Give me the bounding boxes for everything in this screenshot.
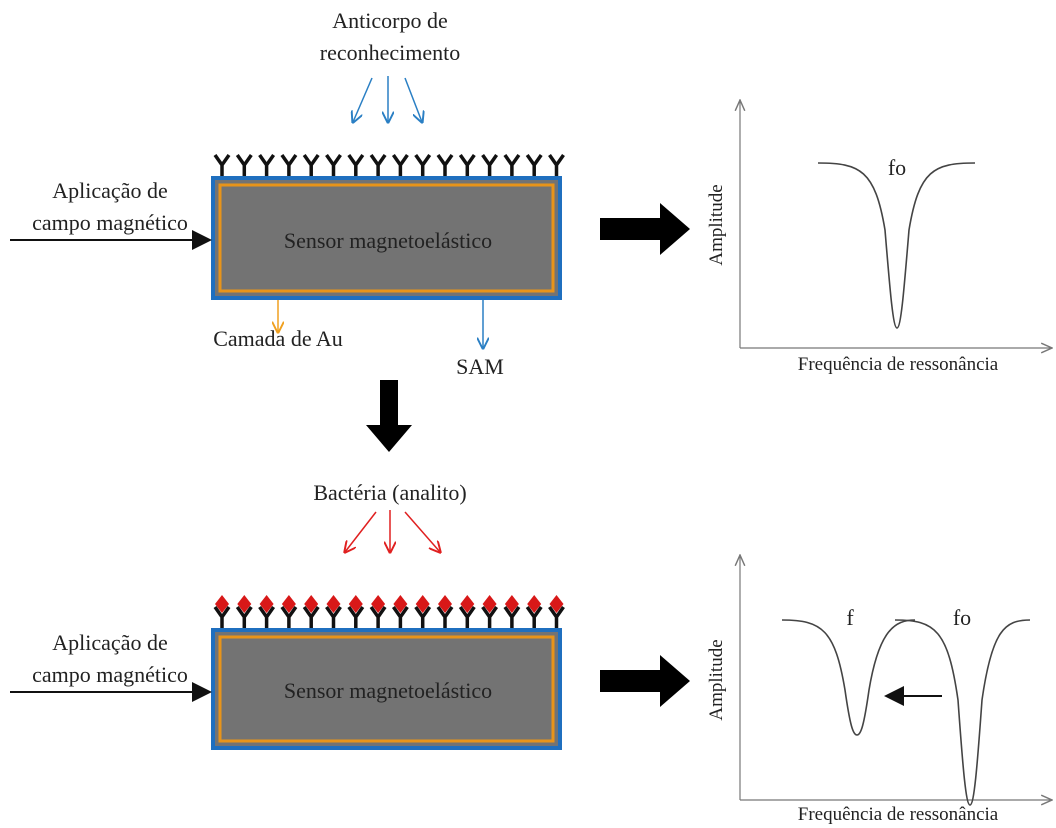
bacterium	[438, 595, 452, 613]
antibody	[235, 153, 253, 177]
antibody	[458, 605, 476, 629]
y-axis-label: Amplitude	[706, 639, 727, 720]
bacterium	[393, 595, 408, 613]
gold-label: Camada de Au	[213, 326, 343, 351]
antibody	[481, 605, 499, 629]
antibody	[503, 605, 521, 629]
antibody	[280, 153, 298, 177]
field-label: Aplicação de	[52, 630, 167, 655]
x-axis-label: Frequência de ressonância	[798, 354, 999, 375]
antibody	[481, 153, 499, 177]
sensor	[211, 628, 562, 750]
field-label: Aplicação de	[52, 178, 167, 203]
field-label: campo magnético	[32, 662, 188, 687]
shifted-curve	[781, 619, 916, 736]
analyte-label: Bactéria (analito)	[313, 480, 466, 505]
gold-layer	[218, 635, 555, 743]
antibody	[235, 605, 253, 629]
antibody	[347, 153, 365, 177]
antibody	[525, 153, 543, 177]
down-arrow	[366, 380, 412, 452]
antibody	[436, 605, 454, 629]
antibody	[391, 605, 409, 629]
y-axis-label: Amplitude	[706, 184, 727, 265]
antibody	[258, 605, 276, 629]
antibody	[325, 605, 342, 629]
peak-label: fo	[888, 155, 906, 180]
antibody	[548, 153, 565, 177]
bacterium	[281, 595, 296, 613]
antibody	[391, 153, 409, 177]
antibodies	[213, 153, 565, 177]
resonance-curve	[817, 162, 976, 329]
antibody-label: reconhecimento	[320, 40, 461, 65]
bacterium	[348, 595, 363, 613]
antibody	[347, 605, 365, 629]
bacterium	[215, 595, 229, 613]
antibody	[302, 153, 320, 177]
graph-axes	[740, 555, 1052, 800]
analyte-arrows	[345, 510, 440, 552]
bacterium	[549, 595, 564, 613]
antibody-label: Anticorpo de	[332, 8, 447, 33]
antibody	[302, 605, 320, 629]
x-axis-label: Frequência de ressonância	[798, 804, 999, 825]
big-arrow	[600, 203, 690, 255]
antibody	[414, 605, 432, 629]
antibody	[213, 605, 231, 629]
antibody	[325, 153, 342, 177]
antibody	[436, 153, 454, 177]
sensor	[211, 176, 562, 300]
bacterium	[527, 595, 542, 613]
antibody	[414, 153, 432, 177]
bacterium	[460, 595, 475, 613]
bacterium	[371, 595, 386, 613]
shifted-peak-label: f	[846, 605, 854, 630]
antibody	[369, 605, 387, 629]
antibody	[369, 153, 387, 177]
sensor-label: Sensor magnetoelástico	[284, 678, 492, 703]
bacterium	[504, 595, 519, 613]
bacterium	[304, 595, 319, 613]
gold-layer	[218, 183, 555, 293]
antibody	[213, 153, 231, 177]
antibody	[525, 605, 543, 629]
antibody	[548, 605, 565, 629]
bacterium	[259, 595, 274, 613]
antibody	[503, 153, 521, 177]
original-curve	[894, 619, 1031, 806]
field-label: campo magnético	[32, 210, 188, 235]
bound-bacteria	[213, 595, 565, 629]
bacterium	[326, 595, 341, 613]
antibody	[258, 153, 276, 177]
bacterium	[482, 595, 497, 613]
antibody-arrows	[353, 76, 422, 122]
graph-axes	[740, 100, 1052, 348]
antibody	[458, 153, 476, 177]
sensor-label: Sensor magnetoelástico	[284, 228, 492, 253]
peak-label: fo	[953, 605, 971, 630]
antibody	[280, 605, 298, 629]
big-arrow	[600, 655, 690, 707]
bacterium	[237, 595, 252, 613]
bacterium	[415, 595, 430, 613]
sam-label: SAM	[456, 354, 504, 379]
